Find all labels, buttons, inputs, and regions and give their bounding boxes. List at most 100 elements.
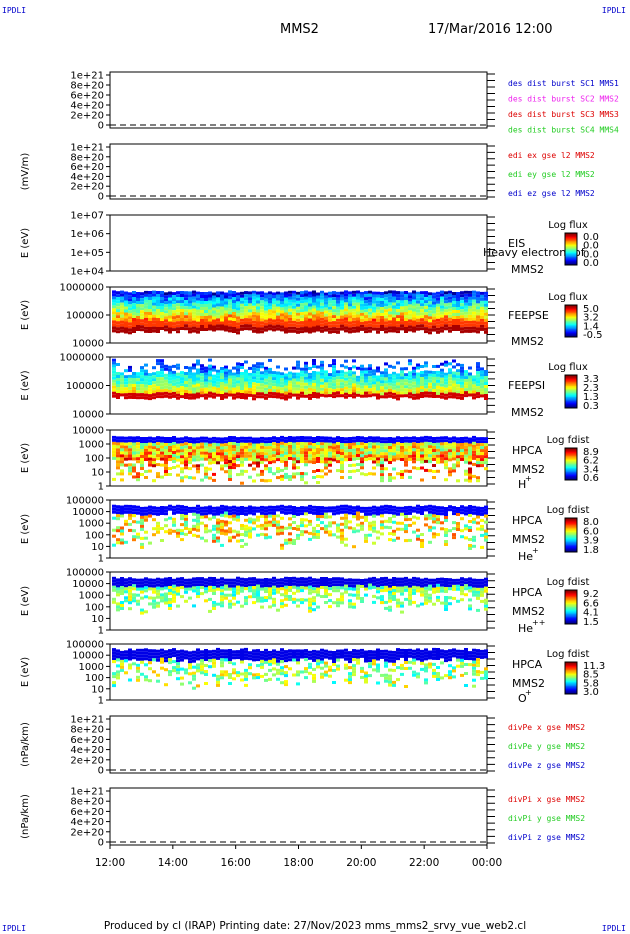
heatmap-cell xyxy=(332,586,336,590)
heatmap-cell xyxy=(424,453,428,457)
heatmap-cell xyxy=(132,396,136,399)
heatmap-cell xyxy=(408,319,412,323)
heatmap-cell xyxy=(416,390,420,394)
heatmap-cell xyxy=(236,307,240,311)
heatmap-cell xyxy=(284,315,288,319)
heatmap-cell xyxy=(404,597,408,601)
heatmap-cell xyxy=(444,360,448,364)
heatmap-cell xyxy=(240,533,244,536)
heatmap-cell xyxy=(152,372,156,376)
heatmap-cell xyxy=(400,577,404,581)
heatmap-cell xyxy=(296,297,300,301)
heatmap-cell xyxy=(236,322,240,326)
heatmap-cell xyxy=(320,326,324,330)
heatmap-cell xyxy=(380,479,384,483)
heatmap-cell xyxy=(380,392,384,396)
heatmap-cell xyxy=(408,584,412,588)
heatmap-cell xyxy=(388,532,392,536)
heatmap-cell xyxy=(380,325,384,328)
heatmap-cell xyxy=(276,383,280,387)
heatmap-cell xyxy=(128,322,132,326)
heatmap-cell xyxy=(164,449,168,452)
heatmap-cell xyxy=(152,323,156,327)
colorbar-segment xyxy=(565,317,577,319)
heatmap-cell xyxy=(380,371,384,375)
heatmap-cell xyxy=(264,449,268,453)
heatmap-cell xyxy=(348,464,352,467)
colorbar-segment xyxy=(565,477,577,480)
heatmap-cell xyxy=(448,329,452,333)
heatmap-cell xyxy=(340,394,344,398)
heatmap-cell xyxy=(292,439,296,443)
heatmap-cell xyxy=(180,514,184,518)
heatmap-cell xyxy=(472,302,476,306)
heatmap-cell xyxy=(332,452,336,456)
heatmap-cell xyxy=(440,577,444,581)
heatmap-cell xyxy=(484,309,488,313)
heatmap-cell xyxy=(328,445,332,449)
heatmap-cell xyxy=(264,467,268,471)
heatmap-cell xyxy=(480,327,484,331)
heatmap-cell xyxy=(372,457,376,461)
heatmap-cell xyxy=(260,374,264,378)
heatmap-cell xyxy=(256,440,260,444)
heatmap-cell xyxy=(308,321,312,325)
heatmap-cell xyxy=(288,299,292,303)
colorbar-segment xyxy=(565,259,577,262)
heatmap-cell xyxy=(396,361,400,365)
heatmap-cell xyxy=(460,366,464,370)
heatmap-cell xyxy=(140,372,144,376)
heatmap-cell xyxy=(112,329,116,333)
heatmap-cell xyxy=(416,580,420,584)
heatmap-cell xyxy=(416,467,420,471)
heatmap-cell xyxy=(464,587,468,591)
heatmap-cell xyxy=(316,524,320,527)
heatmap-cell xyxy=(332,359,336,363)
heatmap-cell xyxy=(280,390,284,394)
heatmap-cell xyxy=(392,458,396,462)
heatmap-cell xyxy=(472,447,476,451)
heatmap-cell xyxy=(352,317,356,321)
heatmap-cell xyxy=(124,318,128,322)
heatmap-cell xyxy=(212,310,216,314)
heatmap-cell xyxy=(260,526,264,530)
heatmap-cell xyxy=(332,371,336,375)
heatmap-cell xyxy=(128,439,132,443)
heatmap-cell xyxy=(328,599,332,603)
heatmap-cell xyxy=(240,506,244,509)
heatmap-cell xyxy=(148,300,152,303)
heatmap-cell xyxy=(328,291,332,295)
heatmap-cell xyxy=(412,585,416,589)
heatmap-cell xyxy=(420,587,424,591)
heatmap-cell xyxy=(128,374,132,378)
heatmap-cell xyxy=(392,308,396,312)
colorbar-segment xyxy=(565,307,577,310)
heatmap-cell xyxy=(120,469,124,473)
heatmap-cell xyxy=(400,586,404,590)
heatmap-cell xyxy=(484,385,488,388)
heatmap-cell xyxy=(240,297,244,301)
colorbar-segment xyxy=(565,322,577,325)
heatmap-cell xyxy=(360,457,364,461)
heatmap-cell xyxy=(464,293,468,297)
heatmap-cell xyxy=(228,587,232,591)
heatmap-cell xyxy=(204,304,208,307)
heatmap-cell xyxy=(480,385,484,389)
heatmap-cell xyxy=(320,329,324,333)
heatmap-cell xyxy=(476,593,480,597)
heatmap-cell xyxy=(344,507,348,511)
heatmap-cell xyxy=(480,533,484,537)
heatmap-cell xyxy=(268,382,272,386)
heatmap-cell xyxy=(196,315,200,319)
heatmap-cell xyxy=(344,314,348,318)
heatmap-cell xyxy=(396,373,400,377)
heatmap-cell xyxy=(400,592,404,596)
heatmap-cell xyxy=(212,592,216,595)
heatmap-cell xyxy=(460,443,464,446)
heatmap-cell xyxy=(228,521,232,525)
heatmap-cell xyxy=(284,505,288,509)
heatmap-cell xyxy=(320,436,324,440)
heatmap-cell xyxy=(312,311,316,315)
heatmap-cell xyxy=(208,461,212,465)
heatmap-cell xyxy=(396,388,400,392)
